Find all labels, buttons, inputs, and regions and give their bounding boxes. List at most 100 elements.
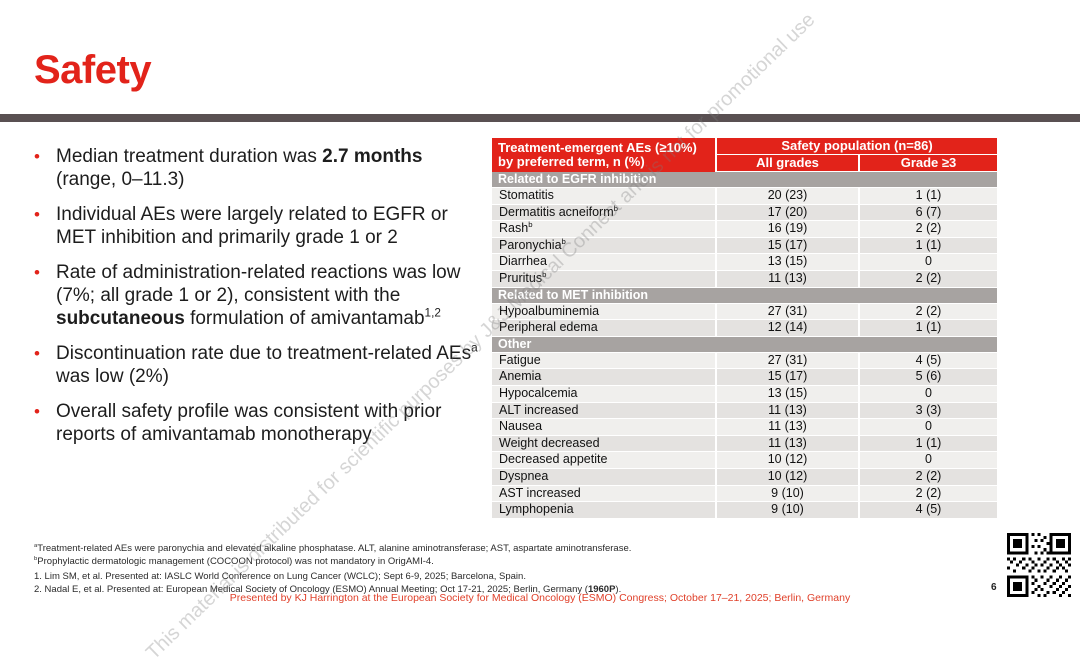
- cell-all-grades: 27 (31): [717, 303, 860, 320]
- column-header-all-grades: All grades: [717, 155, 860, 171]
- page-number: 6: [991, 582, 997, 593]
- footnote-line: aTreatment-related AEs were paronychia a…: [34, 542, 632, 554]
- cell-grade3: 4 (5): [915, 352, 942, 367]
- cell-grade3: 1 (1): [915, 237, 942, 252]
- cell-all-grades: 20 (23): [717, 188, 860, 204]
- cell-grade3: 1 (1): [915, 320, 942, 335]
- bullet-text: Median treatment duration was 2.7 months…: [56, 146, 423, 190]
- header-line-1: Treatment-emergent AEs (≥10%): [498, 140, 697, 155]
- section-header-row: Related to EGFR inhibition: [492, 172, 997, 188]
- cell-grade3: 2 (2): [915, 485, 942, 500]
- references: 1. Lim SM, et al. Presented at: IASLC Wo…: [34, 570, 621, 596]
- cell-preferred-term: Weight decreased: [492, 435, 717, 452]
- cell-grade3: 5 (6): [915, 369, 942, 384]
- reference-line: 2. Nadal E, et al. Presented at: Europea…: [34, 584, 622, 595]
- table-row: Hypocalcemia 13 (15) 0: [492, 385, 997, 403]
- cell-preferred-term: Lymphopenia: [492, 502, 717, 518]
- section-header-row: Related to MET inhibition: [492, 287, 997, 304]
- cell-all-grades: 11 (13): [717, 402, 860, 419]
- table-row: Nausea 11 (13) 0: [492, 419, 997, 436]
- bullet-list: • Median treatment duration was 2.7 month…: [34, 145, 486, 458]
- cell-preferred-term: Anemia: [492, 369, 717, 385]
- table-row: Lymphopenia 9 (10) 4 (5): [492, 502, 997, 519]
- cell-grade3: 2 (2): [915, 468, 942, 483]
- cell-all-grades: 10 (12): [717, 468, 860, 485]
- header-line-2: by preferred term, n (%): [498, 154, 645, 169]
- cell-all-grades: 13 (15): [717, 254, 860, 270]
- footnotes: aTreatment-related AEs were paronychia a…: [34, 542, 631, 568]
- bullet-item: • Discontinuation rate due to treatment-r…: [34, 342, 486, 388]
- cell-grade3: 2 (2): [915, 303, 942, 318]
- table-row: Decreased appetite 10 (12) 0: [492, 452, 997, 469]
- cell-preferred-term: Paronychiab: [492, 237, 717, 254]
- cell-grade3: 2 (2): [915, 270, 942, 285]
- cell-all-grades: 27 (31): [717, 352, 860, 369]
- cell-all-grades: 10 (12): [717, 452, 860, 468]
- bullet-text: Rate of administration-related reactions…: [56, 262, 461, 329]
- table-row: ALT increased 11 (13) 3 (3): [492, 402, 997, 420]
- cell-preferred-term: Dyspnea: [492, 468, 717, 485]
- cell-preferred-term: Stomatitis: [492, 188, 717, 204]
- cell-all-grades: 11 (13): [717, 270, 860, 287]
- cell-preferred-term: Rashb: [492, 221, 717, 237]
- presented-by-footer: Presented by KJ Harrington at the Europe…: [229, 592, 851, 604]
- cell-preferred-term: ALT increased: [492, 402, 717, 419]
- table-row: Stomatitis 20 (23) 1 (1): [492, 188, 997, 205]
- cell-preferred-term: Dermatitis acneiformb: [492, 204, 717, 221]
- cell-all-grades: 9 (10): [717, 502, 860, 518]
- column-header-preferred-term: Treatment-emergent AEs (≥10%) by preferr…: [492, 138, 717, 172]
- cell-all-grades: 13 (15): [717, 385, 860, 402]
- bullet-item: • Median treatment duration was 2.7 month…: [34, 145, 486, 191]
- bullet-item: • Individual AEs were largely related to …: [34, 203, 486, 249]
- table-row: Fatigue 27 (31) 4 (5): [492, 352, 997, 370]
- bullet-marker: •: [34, 402, 40, 421]
- cell-preferred-term: Fatigue: [492, 352, 717, 369]
- cell-preferred-term: Hypocalcemia: [492, 385, 717, 402]
- bullet-text: Individual AEs were largely related to E…: [56, 204, 448, 248]
- table-header: Treatment-emergent AEs (≥10%) by preferr…: [492, 138, 997, 172]
- cell-preferred-term: Nausea: [492, 419, 717, 435]
- table-row: Pruritusb 11 (13) 2 (2): [492, 270, 997, 288]
- cell-preferred-term: Diarrhea: [492, 254, 717, 270]
- cell-all-grades: 15 (17): [717, 369, 860, 385]
- bullet-marker: •: [34, 263, 40, 282]
- cell-grade3: 0: [925, 254, 932, 269]
- table-row: Diarrhea 13 (15) 0: [492, 254, 997, 271]
- header-safety-population: Safety population (n=86): [717, 138, 997, 155]
- cell-grade3: 3 (3): [915, 402, 942, 417]
- table-row: Weight decreased 11 (13) 1 (1): [492, 435, 997, 453]
- cell-all-grades: 16 (19): [717, 221, 860, 237]
- cell-preferred-term: Decreased appetite: [492, 452, 717, 468]
- cell-grade3: 1 (1): [915, 435, 942, 450]
- table-body: Related to EGFR inhibition Stomatitis 20 (…: [492, 172, 997, 519]
- section-header-row: Other: [492, 336, 997, 353]
- cell-preferred-term: Pruritusb: [492, 270, 717, 287]
- bullet-marker: •: [34, 344, 40, 363]
- title-divider-bar: [0, 114, 1080, 122]
- cell-grade3: 0: [925, 385, 932, 400]
- adverse-events-table: Treatment-emergent AEs (≥10%) by preferr…: [492, 138, 997, 519]
- column-header-grade3: Grade ≥3: [860, 155, 997, 171]
- bullet-text: Overall safety profile was consistent wi…: [56, 401, 442, 445]
- cell-all-grades: 12 (14): [717, 320, 860, 336]
- header-safety-population-group: Safety population (n=86) All grades Grad…: [717, 138, 997, 172]
- table-row: AST increased 9 (10) 2 (2): [492, 485, 997, 503]
- table-row: Paronychiab 15 (17) 1 (1): [492, 237, 997, 255]
- cell-all-grades: 11 (13): [717, 419, 860, 435]
- cell-preferred-term: AST increased: [492, 485, 717, 502]
- table-row: Dermatitis acneiformb 17 (20) 6 (7): [492, 204, 997, 222]
- bullet-item: • Rate of administration-related reaction…: [34, 261, 486, 330]
- cell-all-grades: 15 (17): [717, 237, 860, 254]
- bullet-text: Discontinuation rate due to treatment-re…: [56, 341, 478, 387]
- cell-preferred-term: Peripheral edema: [492, 320, 717, 336]
- cell-grade3: 0: [925, 419, 932, 434]
- cell-grade3: 2 (2): [915, 221, 942, 236]
- page-title: Safety: [34, 48, 152, 92]
- table-row: Rashb 16 (19) 2 (2): [492, 221, 997, 238]
- table-row: Peripheral edema 12 (14) 1 (1): [492, 320, 997, 337]
- cell-preferred-term: Hypoalbuminemia: [492, 303, 717, 320]
- table-row: Hypoalbuminemia 27 (31) 2 (2): [492, 303, 997, 321]
- footnote-line: bProphylactic dermatologic management (C…: [34, 555, 434, 567]
- cell-grade3: 1 (1): [915, 188, 942, 202]
- cell-all-grades: 17 (20): [717, 204, 860, 221]
